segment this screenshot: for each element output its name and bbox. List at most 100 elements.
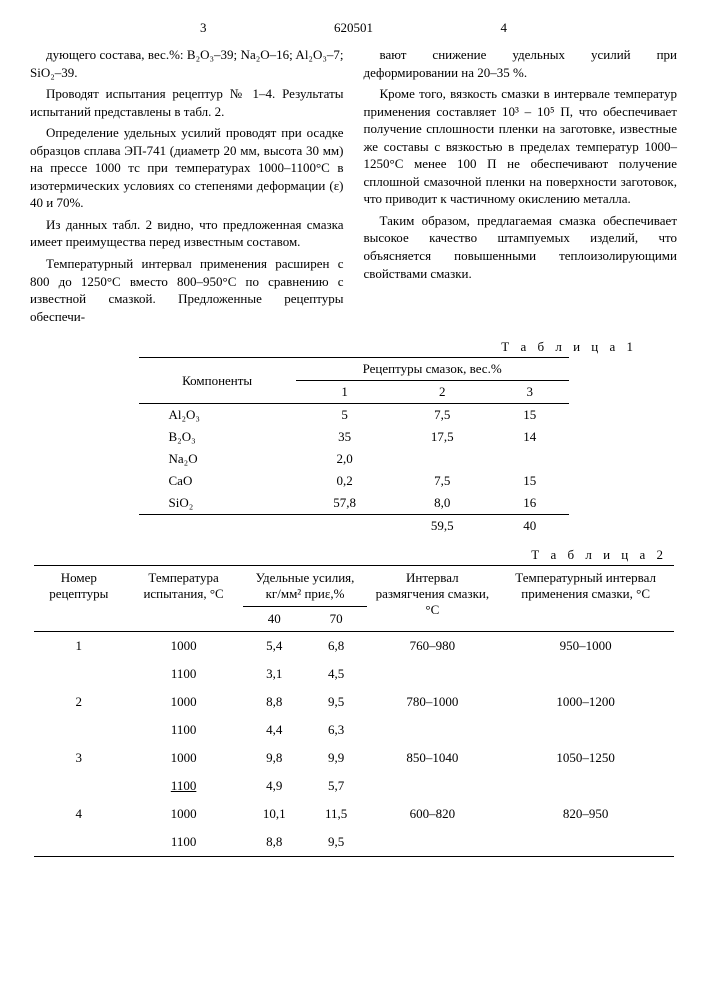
table2-head-force: Удельные усилия, кг/мм² приε,% <box>243 566 367 607</box>
table1-component: B₂O₃ <box>139 426 296 448</box>
table2-cell <box>34 660 125 688</box>
paragraph: Таким образом, предлагаемая смазка обесп… <box>364 212 678 282</box>
paragraph: дующего состава, вес.%: B₂O₃–39; Na₂O–16… <box>30 46 344 81</box>
table2-label: Т а б л и ц а 2 <box>30 547 667 563</box>
table2-cell: 11,5 <box>305 800 367 828</box>
table2-cell <box>498 660 674 688</box>
page-header: 3 620501 4 <box>30 20 677 36</box>
table2-cell: 4 <box>34 800 125 828</box>
paragraph: Температурный интервал применения расшир… <box>30 255 344 325</box>
table2-cell: 820–950 <box>498 800 674 828</box>
table2-cell <box>498 828 674 857</box>
table1-label: Т а б л и ц а 1 <box>30 339 637 355</box>
table2-cell: 760–980 <box>367 632 498 661</box>
table1-cell: 2,0 <box>296 448 394 470</box>
table2-cell: 2 <box>34 688 125 716</box>
table1-cell: 15 <box>491 470 568 492</box>
table2-cell: 1000–1200 <box>498 688 674 716</box>
paragraph: Кроме того, вязкость смазки в интервале … <box>364 85 678 208</box>
document-number: 620501 <box>334 20 373 36</box>
table2-cell <box>34 772 125 800</box>
table2-cell: 1050–1250 <box>498 744 674 772</box>
table2-cell <box>367 716 498 744</box>
table2-cell: 1000 <box>124 632 243 661</box>
table1-cell: 14 <box>491 426 568 448</box>
table1-cell <box>393 448 491 470</box>
table2: Номер рецептуры Температура испытания, °… <box>34 565 674 857</box>
table2-cell <box>498 716 674 744</box>
table2-cell: 1100 <box>124 660 243 688</box>
table2-cell: 6,3 <box>305 716 367 744</box>
table2-cell: 9,9 <box>305 744 367 772</box>
table2-cell: 850–1040 <box>367 744 498 772</box>
table1-cell <box>296 515 394 538</box>
paragraph: Определение удельных усилий проводят при… <box>30 124 344 212</box>
table1-cell: 15 <box>491 404 568 427</box>
table1-cell: 7,5 <box>393 404 491 427</box>
page-number-right: 4 <box>501 20 508 36</box>
table2-cell <box>367 828 498 857</box>
table1-cell: 35 <box>296 426 394 448</box>
page-number-left: 3 <box>200 20 207 36</box>
table2-cell: 9,5 <box>305 688 367 716</box>
table1-head-components: Компоненты <box>139 358 296 404</box>
table2-cell: 1000 <box>124 800 243 828</box>
table1-component: Na₂O <box>139 448 296 470</box>
table2-cell: 1100 <box>124 772 243 800</box>
table1-cell: 16 <box>491 492 568 515</box>
table2-cell: 1 <box>34 632 125 661</box>
right-column: вают снижение удельных усилий при деформ… <box>364 46 678 329</box>
table2-cell: 1000 <box>124 688 243 716</box>
table1-cell: 8,0 <box>393 492 491 515</box>
table1-cell: 0,2 <box>296 470 394 492</box>
table2-cell <box>34 716 125 744</box>
paragraph: Из данных табл. 2 видно, что предложенна… <box>30 216 344 251</box>
table2-cell <box>367 660 498 688</box>
table1-col: 3 <box>491 381 568 404</box>
table2-cell: 4,9 <box>243 772 305 800</box>
table2-cell: 5,7 <box>305 772 367 800</box>
paragraph: вают снижение удельных усилий при деформ… <box>364 46 678 81</box>
table2-cell: 600–820 <box>367 800 498 828</box>
table1-cell: 5 <box>296 404 394 427</box>
table2-cell <box>367 772 498 800</box>
table1-col: 2 <box>393 381 491 404</box>
table1-cell: 17,5 <box>393 426 491 448</box>
table2-cell: 8,8 <box>243 688 305 716</box>
two-column-text: дующего состава, вес.%: B₂O₃–39; Na₂O–16… <box>30 46 677 329</box>
table2-cell: 4,4 <box>243 716 305 744</box>
table1-component: SiO₂ <box>139 492 296 515</box>
table2-cell: 1100 <box>124 716 243 744</box>
table2-head-recipe: Номер рецептуры <box>34 566 125 632</box>
table1-head-recipes: Рецептуры смазок, вес.% <box>296 358 569 381</box>
table1-cell: 57,8 <box>296 492 394 515</box>
table2-cell: 10,1 <box>243 800 305 828</box>
table1-component <box>139 515 296 538</box>
table1-component: Al₂O₃ <box>139 404 296 427</box>
table2-head-temp: Температура испытания, °C <box>124 566 243 632</box>
table2-cell: 1000 <box>124 744 243 772</box>
table1: Компоненты Рецептуры смазок, вес.% 1 2 3… <box>139 357 569 537</box>
table2-cell: 3,1 <box>243 660 305 688</box>
table2-cell <box>498 772 674 800</box>
table2-cell: 9,8 <box>243 744 305 772</box>
left-column: дующего состава, вес.%: B₂O₃–39; Na₂O–16… <box>30 46 344 329</box>
table2-cell: 1100 <box>124 828 243 857</box>
table1-cell <box>491 448 568 470</box>
paragraph: Проводят испытания рецептур № 1–4. Резул… <box>30 85 344 120</box>
table1-component: CaO <box>139 470 296 492</box>
table2-cell: 950–1000 <box>498 632 674 661</box>
table2-cell: 8,8 <box>243 828 305 857</box>
table2-cell: 780–1000 <box>367 688 498 716</box>
table1-cell: 59,5 <box>393 515 491 538</box>
table2-cell: 5,4 <box>243 632 305 661</box>
table2-cell: 3 <box>34 744 125 772</box>
table2-subhead: 70 <box>305 607 367 632</box>
table2-cell <box>34 828 125 857</box>
table1-cell: 40 <box>491 515 568 538</box>
table1-cell: 7,5 <box>393 470 491 492</box>
table1-col: 1 <box>296 381 394 404</box>
table2-cell: 4,5 <box>305 660 367 688</box>
table2-cell: 9,5 <box>305 828 367 857</box>
table2-cell: 6,8 <box>305 632 367 661</box>
